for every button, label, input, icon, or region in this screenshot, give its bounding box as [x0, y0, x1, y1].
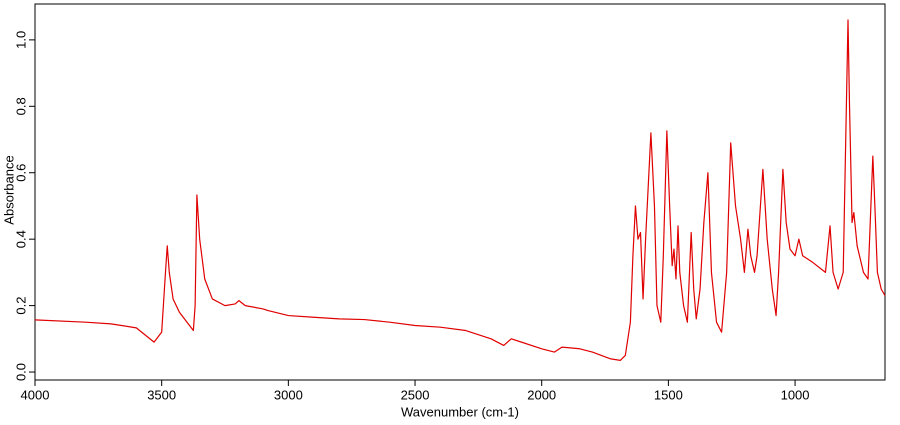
spectrum-line — [34, 19, 886, 361]
x-axis-label: Wavenumber (cm-1) — [401, 404, 519, 419]
y-tick-label: 1.0 — [13, 31, 28, 49]
y-axis-label: Absorbance — [1, 155, 16, 224]
x-tick-label: 4000 — [21, 387, 50, 402]
y-tick-label: 0.0 — [13, 363, 28, 381]
x-tick-label: 1000 — [781, 387, 810, 402]
y-tick-label: 0.2 — [13, 297, 28, 315]
x-tick-label: 2000 — [527, 387, 556, 402]
y-tick-label: 0.6 — [13, 164, 28, 182]
x-tick-label: 3500 — [147, 387, 176, 402]
x-tick-label: 2500 — [401, 387, 430, 402]
plot-frame — [34, 3, 886, 381]
x-tick-label: 3000 — [274, 387, 303, 402]
y-tick-label: 0.8 — [13, 97, 28, 115]
x-tick-label: 1500 — [654, 387, 683, 402]
y-tick-label: 0.4 — [13, 230, 28, 248]
